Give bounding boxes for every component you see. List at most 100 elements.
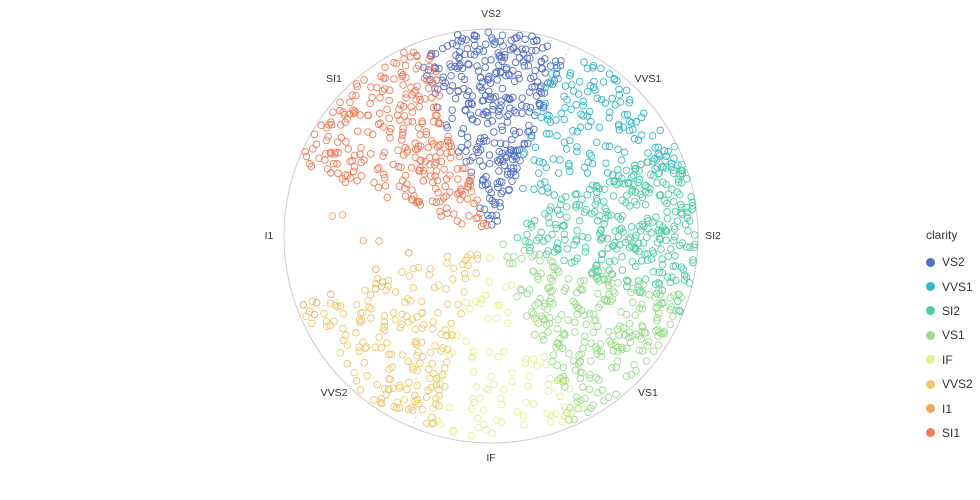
legend-item-i1[interactable]: I1	[920, 396, 980, 420]
data-point-si1	[400, 48, 408, 57]
data-point-vs1	[559, 330, 567, 339]
data-point-vvs2	[388, 363, 397, 372]
data-point-vs2	[519, 49, 528, 58]
data-point-vs2	[498, 84, 507, 93]
data-point-vs1	[540, 336, 548, 344]
data-point-si2	[657, 227, 666, 235]
data-point-vs2	[539, 44, 547, 52]
data-point-vvs1	[536, 180, 545, 188]
data-point-si2	[588, 210, 596, 218]
data-point-si2	[682, 203, 691, 212]
data-point-si1	[444, 132, 452, 141]
legend-item-si1[interactable]: SI1	[920, 421, 980, 445]
data-point-vs1	[638, 347, 647, 355]
legend-item-vs2[interactable]: VS2	[920, 250, 980, 274]
data-point-if	[499, 385, 508, 394]
data-point-vvs2	[460, 288, 468, 296]
data-point-vs2	[511, 130, 520, 138]
data-point-si1	[402, 90, 410, 98]
data-point-si2	[561, 235, 569, 244]
data-point-si2	[614, 166, 622, 174]
data-point-vvs1	[632, 118, 641, 126]
data-point-vs1	[548, 276, 556, 285]
data-point-vs2	[524, 139, 532, 148]
data-point-si1	[376, 93, 384, 102]
data-point-si2	[618, 253, 626, 261]
data-point-vvs2	[447, 319, 455, 328]
data-point-vvs2	[343, 341, 352, 349]
data-point-vs1	[586, 371, 594, 379]
data-point-if	[467, 405, 476, 413]
data-point-vvs2	[360, 358, 369, 367]
data-point-si1	[385, 114, 393, 123]
data-point-vvs1	[560, 115, 569, 124]
data-point-vs2	[452, 51, 460, 59]
data-point-if	[525, 372, 534, 381]
data-point-vs2	[453, 31, 462, 39]
data-point-vs2	[509, 164, 518, 172]
data-point-vvs2	[375, 333, 383, 341]
data-point-vs1	[570, 415, 579, 424]
data-point-si1	[414, 61, 423, 70]
data-point-vvs2	[418, 405, 427, 414]
data-point-vs1	[576, 374, 585, 383]
data-point-vs2	[489, 105, 497, 114]
data-point-vs1	[538, 332, 547, 340]
data-point-vs2	[525, 88, 534, 96]
data-point-si2	[649, 157, 657, 165]
data-point-vs1	[571, 318, 579, 327]
data-point-if	[474, 423, 482, 432]
data-point-si1	[432, 184, 440, 193]
data-point-vvs1	[662, 152, 671, 161]
legend-item-vs1[interactable]: VS1	[920, 323, 980, 347]
legend-item-if[interactable]: IF	[920, 348, 980, 372]
data-point-vs2	[530, 37, 538, 45]
data-point-if	[462, 298, 470, 307]
data-point-si1	[339, 108, 347, 116]
data-point-vvs1	[599, 78, 608, 86]
data-point-vs2	[511, 58, 520, 67]
data-point-vs2	[497, 101, 505, 109]
data-point-vvs2	[454, 300, 462, 309]
data-point-vvs1	[650, 154, 659, 163]
legend-item-vvs1[interactable]: VVS1	[920, 274, 980, 298]
data-point-vs1	[573, 310, 582, 319]
data-point-si2	[644, 224, 652, 233]
data-point-vs2	[451, 62, 459, 71]
data-point-vs1	[630, 360, 638, 369]
data-point-vvs1	[543, 111, 551, 119]
data-point-vvs1	[624, 179, 633, 188]
data-point-si2	[614, 232, 623, 241]
data-point-si2	[678, 239, 687, 247]
data-point-si2	[596, 229, 604, 238]
data-point-vvs1	[580, 163, 589, 171]
data-point-si2	[651, 280, 660, 288]
data-point-si2	[548, 230, 556, 239]
data-point-si2	[655, 268, 663, 277]
legend-item-vvs2[interactable]: VVS2	[920, 372, 980, 396]
data-point-vvs1	[554, 74, 562, 83]
data-point-si2	[597, 255, 606, 264]
data-point-si2	[666, 278, 675, 287]
data-point-si1	[401, 192, 410, 200]
data-point-vvs1	[585, 149, 594, 158]
data-point-si2	[689, 258, 697, 267]
data-point-vvs1	[552, 61, 561, 70]
data-point-vs1	[605, 290, 613, 298]
data-point-si1	[375, 164, 383, 172]
data-point-si2	[639, 239, 648, 247]
data-point-si2	[591, 265, 599, 274]
data-point-vvs2	[447, 331, 456, 339]
data-point-vs2	[477, 83, 485, 92]
data-point-vs2	[476, 204, 484, 212]
data-point-si1	[321, 156, 329, 164]
data-point-si2	[523, 230, 531, 239]
data-point-si2	[628, 242, 636, 251]
data-point-vs1	[612, 363, 621, 372]
legend-item-si2[interactable]: SI2	[920, 299, 980, 323]
data-point-i1	[328, 212, 337, 220]
data-point-vs1	[531, 301, 540, 310]
data-point-vs2	[551, 57, 560, 65]
data-point-vvs1	[566, 167, 574, 175]
data-point-si2	[627, 223, 636, 231]
